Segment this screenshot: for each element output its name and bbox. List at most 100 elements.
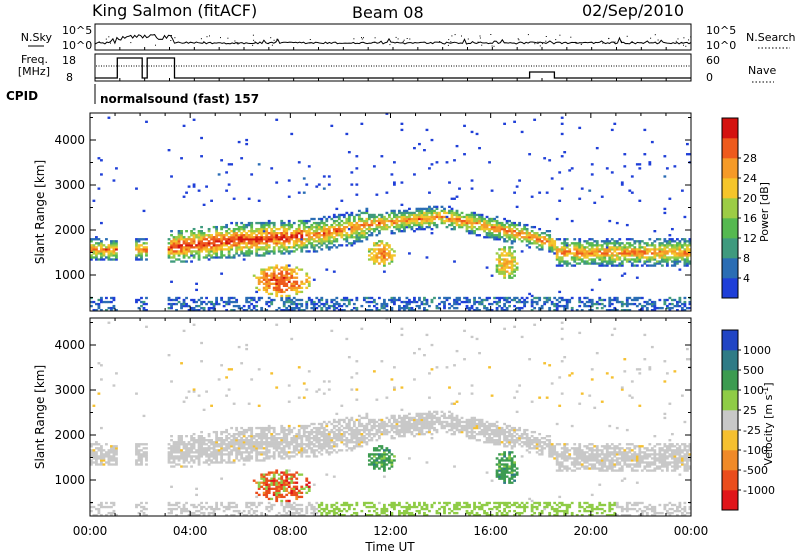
data-cell	[338, 510, 341, 512]
data-cell	[523, 232, 526, 234]
data-cell	[513, 236, 516, 238]
data-cell	[145, 443, 148, 445]
data-cell	[310, 447, 313, 449]
data-cell	[443, 303, 446, 305]
data-cell	[200, 447, 203, 449]
data-cell	[593, 250, 596, 252]
data-cell	[175, 504, 178, 506]
data-cell	[310, 437, 313, 439]
data-cell	[250, 431, 253, 433]
data-cell	[293, 449, 296, 451]
data-cell	[613, 240, 616, 242]
data-cell	[170, 439, 173, 441]
data-cell	[666, 242, 669, 244]
data-cell	[546, 301, 549, 303]
data-cell	[285, 297, 288, 299]
data-cell	[355, 228, 358, 230]
data-cell	[421, 214, 424, 216]
data-cell	[586, 252, 589, 254]
data-cell	[195, 449, 198, 451]
data-cell	[220, 504, 223, 506]
data-cell	[423, 299, 426, 301]
data-cell	[185, 459, 188, 461]
data-cell	[496, 234, 499, 236]
data-cell	[375, 228, 378, 230]
data-cell	[408, 299, 411, 301]
data-cell	[280, 279, 283, 281]
data-cell	[305, 492, 308, 494]
data-cell	[273, 473, 276, 475]
data-cell	[323, 238, 326, 240]
data-cell	[491, 232, 494, 234]
data-cell	[258, 486, 261, 488]
data-cell	[423, 220, 426, 222]
data-cell	[513, 230, 516, 232]
data-cell	[280, 476, 283, 478]
data-cell	[270, 478, 273, 480]
data-cell	[561, 242, 564, 244]
data-cell	[105, 455, 108, 457]
data-cell	[213, 449, 216, 451]
data-cell	[183, 459, 186, 461]
data-cell	[648, 264, 651, 266]
data-cell	[561, 305, 564, 307]
data-cell	[328, 238, 331, 240]
data-cell	[328, 216, 331, 218]
data-cell	[198, 504, 201, 506]
data-cell	[255, 435, 258, 437]
data-cell	[576, 258, 579, 260]
data-cell	[493, 234, 496, 236]
data-cell	[248, 403, 251, 405]
data-cell	[673, 254, 676, 256]
data-cell	[205, 443, 208, 445]
data-cell	[243, 258, 246, 260]
data-cell	[203, 449, 206, 451]
data-cell	[568, 250, 571, 252]
data-cell	[611, 129, 614, 131]
data-cell	[621, 260, 624, 262]
data-cell	[240, 437, 243, 439]
data-cell	[541, 246, 544, 248]
data-cell	[213, 447, 216, 449]
data-cell	[205, 390, 208, 392]
data-cell	[293, 437, 296, 439]
data-cell	[210, 447, 213, 449]
data-cell	[215, 301, 218, 303]
data-cell	[636, 264, 639, 266]
data-cell	[513, 297, 516, 299]
data-cell	[170, 260, 173, 262]
data-cell	[198, 443, 201, 445]
data-cell	[173, 240, 176, 242]
data-cell	[318, 439, 321, 441]
data-cell	[280, 299, 283, 301]
data-cell	[436, 206, 439, 208]
data-cell	[265, 494, 268, 496]
data-cell	[268, 510, 271, 512]
data-cell	[268, 506, 271, 508]
data-cell	[95, 453, 98, 455]
data-cell	[628, 238, 631, 240]
data-cell	[283, 285, 286, 287]
data-cell	[553, 297, 556, 299]
data-cell	[571, 258, 574, 260]
data-cell	[508, 220, 511, 222]
data-cell	[385, 220, 388, 222]
nsearch-dot	[108, 36, 109, 37]
data-cell	[423, 297, 426, 299]
data-cell	[683, 297, 686, 299]
data-cell	[193, 390, 196, 392]
data-cell	[418, 212, 421, 214]
data-cell	[516, 262, 519, 264]
data-cell	[506, 297, 509, 299]
data-cell	[426, 212, 429, 214]
data-cell	[183, 240, 186, 242]
data-cell	[280, 494, 283, 496]
data-cell	[563, 250, 566, 252]
data-cell	[213, 244, 216, 246]
data-cell	[173, 238, 176, 240]
data-cell	[300, 447, 303, 449]
data-cell	[273, 250, 276, 252]
data-cell	[466, 224, 469, 226]
data-cell	[328, 443, 331, 445]
